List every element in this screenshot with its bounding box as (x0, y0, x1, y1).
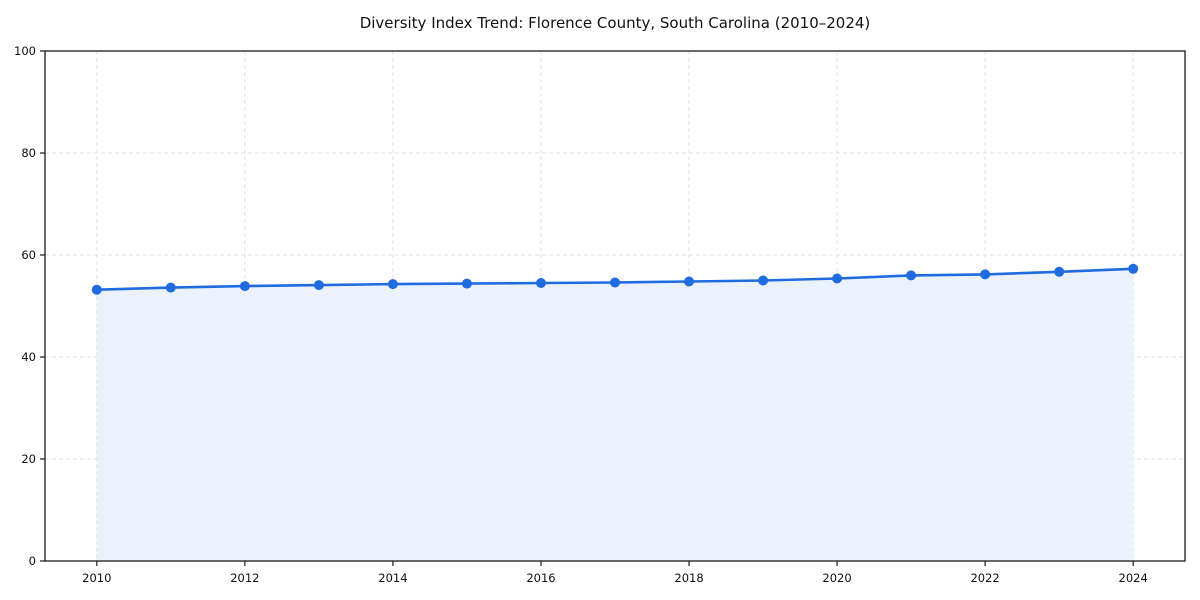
y-tick-label: 0 (29, 554, 36, 568)
data-point-2018 (684, 276, 694, 287)
data-point-2017 (610, 277, 620, 288)
area-fill (96, 268, 1134, 561)
data-point-2023 (1054, 266, 1065, 277)
y-tick-label: 60 (21, 248, 36, 262)
x-tick-label: 2020 (822, 571, 851, 585)
data-point-2019 (758, 275, 769, 286)
data-point-2016 (536, 278, 546, 288)
data-point-2014 (387, 279, 398, 290)
y-tick-label: 80 (21, 146, 36, 160)
data-point-2021 (906, 270, 917, 281)
plot-border (44, 50, 1186, 562)
x-tick-label: 2018 (674, 571, 703, 585)
x-tick-label: 2014 (378, 571, 407, 585)
data-point-2022 (980, 269, 991, 280)
x-tick-label: 2012 (230, 571, 259, 585)
chart-title: Diversity Index Trend: Florence County, … (359, 14, 871, 32)
data-point-2015 (461, 278, 472, 289)
y-tick-label: 20 (21, 452, 36, 466)
data-point-2020 (832, 273, 843, 284)
x-tick-label: 2010 (82, 571, 111, 585)
data-point-2011 (165, 282, 176, 293)
y-tick-label: 40 (21, 350, 36, 364)
data-point-2024 (1128, 263, 1139, 274)
x-tick-label: 2016 (526, 571, 555, 585)
data-point-2012 (239, 281, 250, 292)
x-tick-label: 2022 (970, 571, 999, 585)
y-tick-label: 100 (14, 44, 36, 58)
data-point-2013 (313, 280, 324, 291)
data-point-2010 (91, 284, 102, 295)
x-tick-label: 2024 (1119, 571, 1148, 585)
